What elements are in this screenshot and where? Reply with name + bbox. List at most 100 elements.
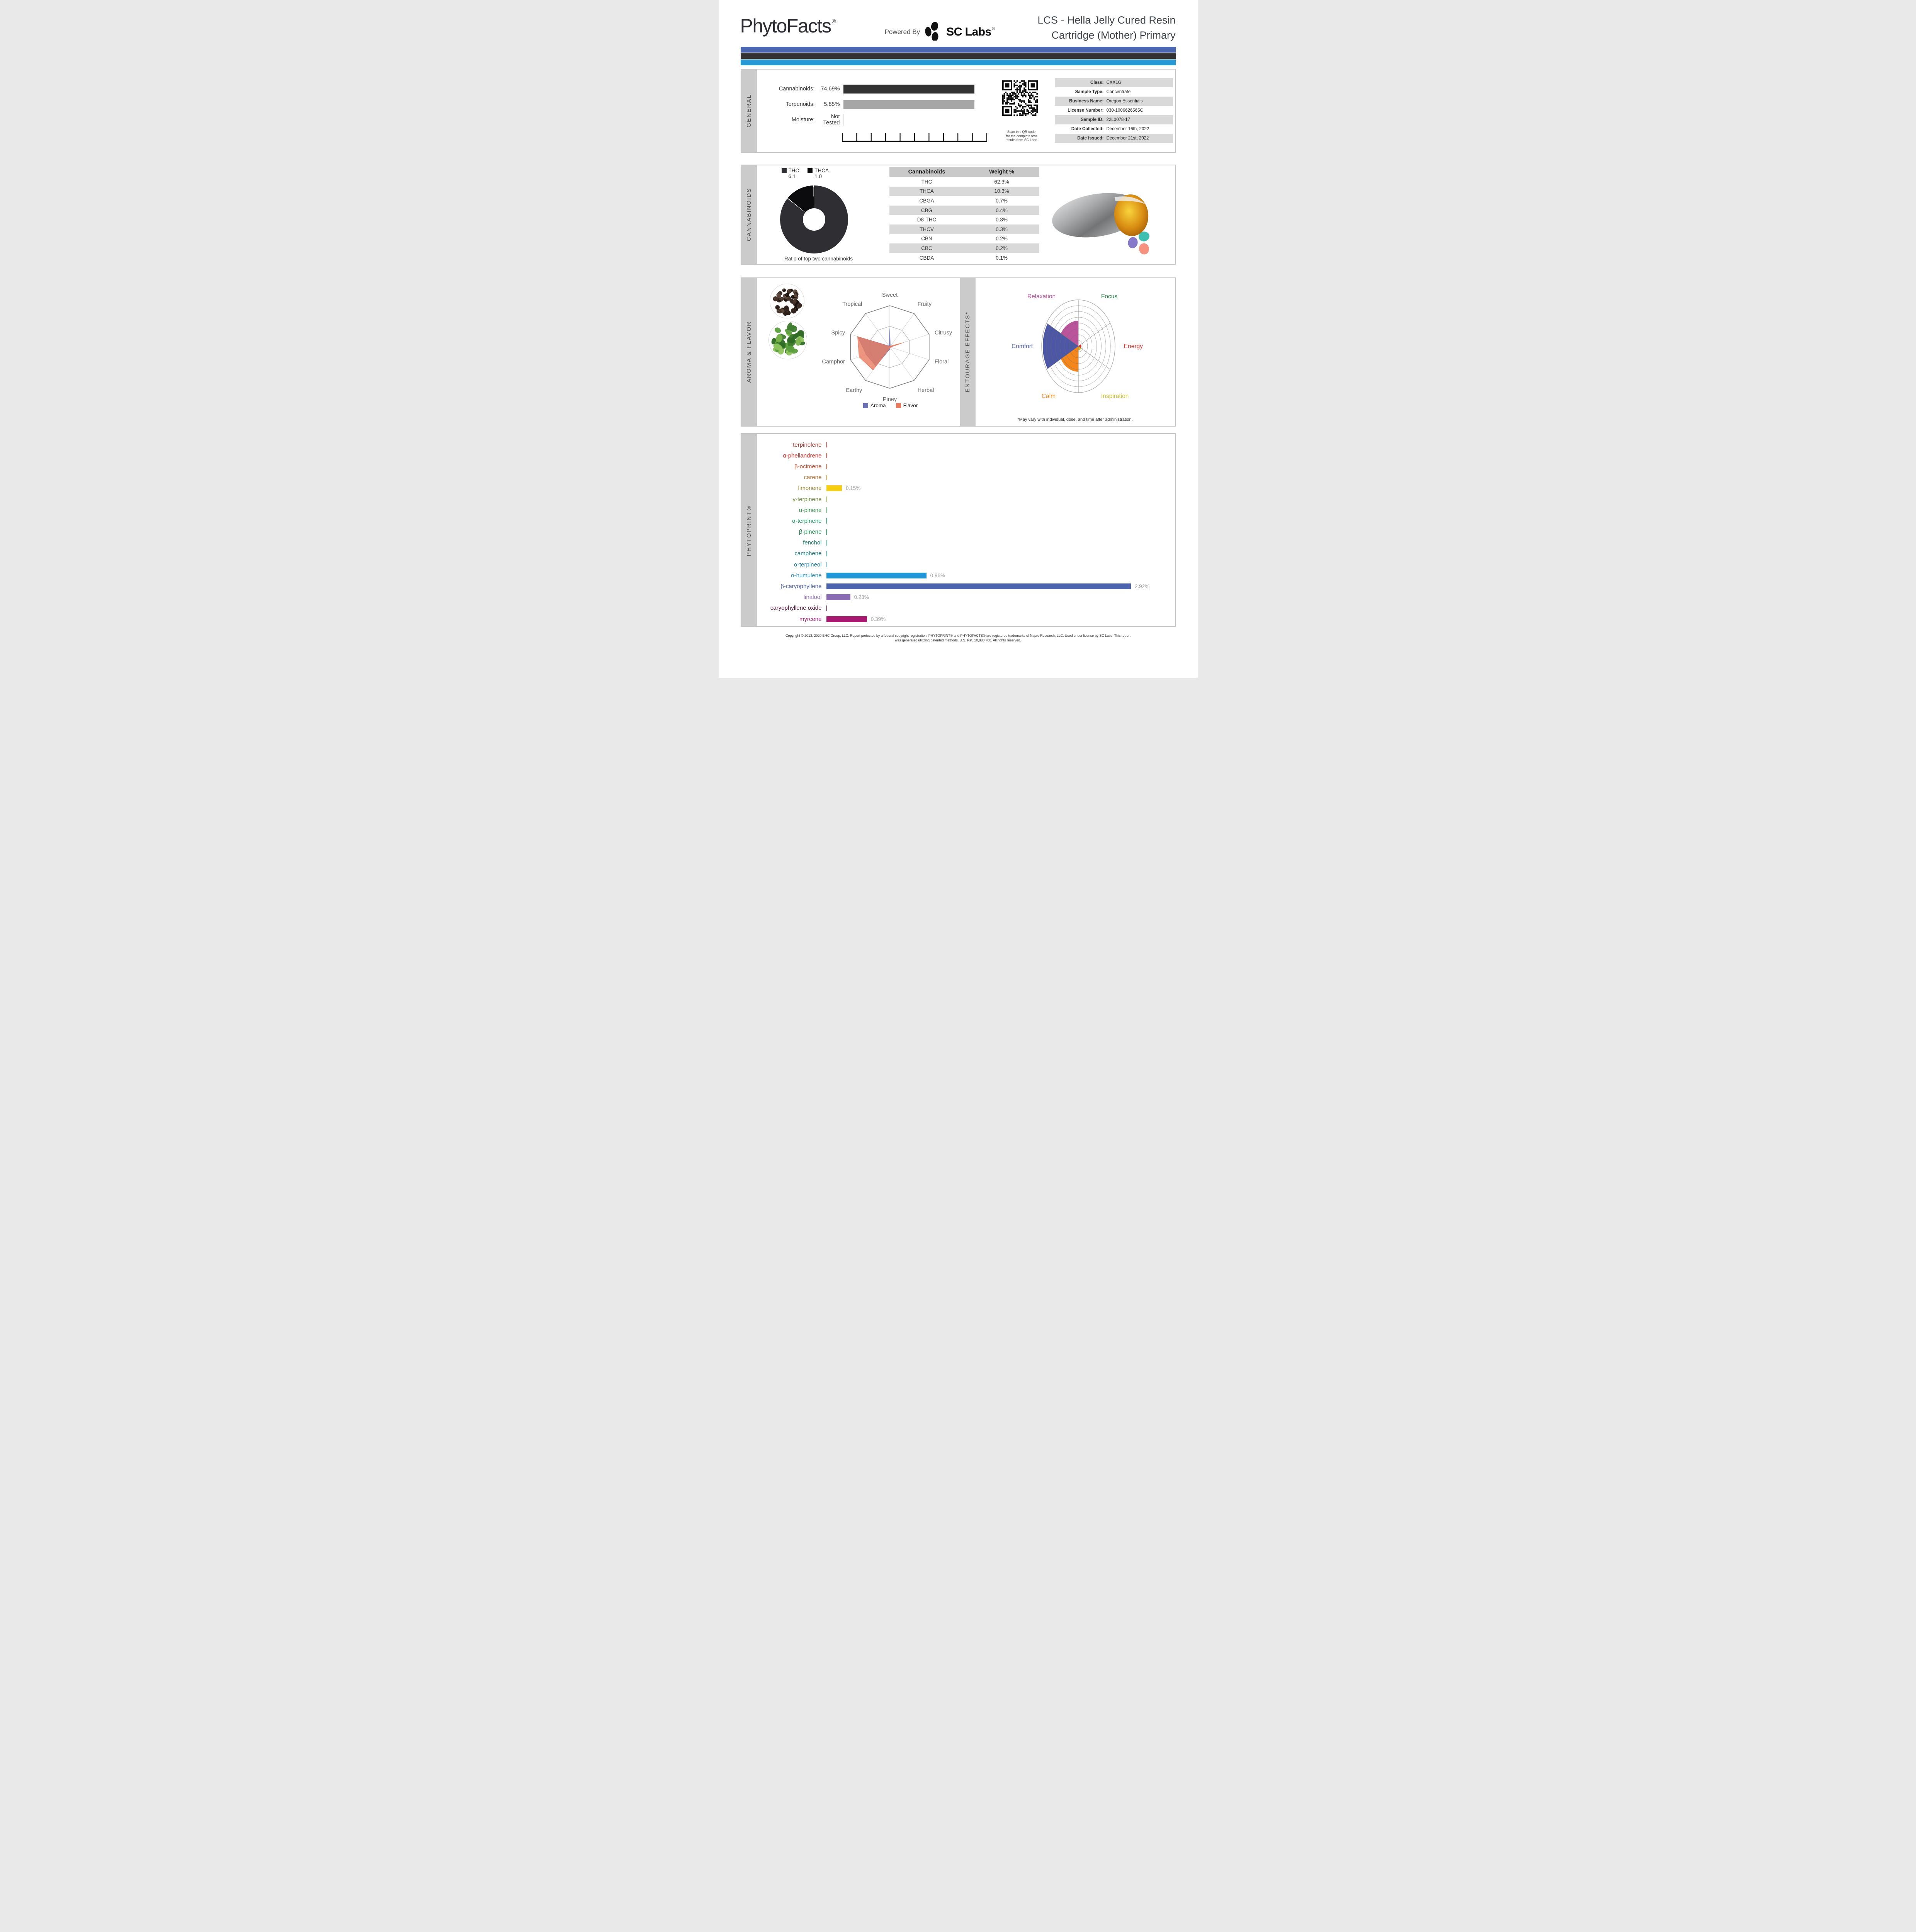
- general-row: Terpenoids: 5.85%: [761, 97, 1004, 112]
- info-value: December 21st, 2022: [1106, 136, 1149, 141]
- teal-dot: [1138, 231, 1149, 242]
- col-weight: Weight %: [989, 169, 1014, 175]
- salmon-dot: [1139, 243, 1149, 255]
- cannabinoid-row: D8-THC 0.3%: [889, 215, 1039, 224]
- terpene-row: caryophyllene oxide: [757, 603, 1175, 614]
- terpene-zero-tick: [826, 562, 827, 568]
- cannabinoid-weight: 0.1%: [996, 255, 1008, 261]
- terpene-value: 2.92%: [1134, 583, 1150, 590]
- info-value: CXX1G: [1106, 80, 1122, 85]
- info-value: 030-1006626565C: [1106, 108, 1143, 113]
- flavor-swatch: [896, 403, 901, 408]
- donut-legend-name: THC: [788, 168, 799, 173]
- terpene-label: β-caryophyllene: [780, 583, 822, 590]
- header-stripe-dark: [740, 53, 1176, 59]
- general-section: GENERAL Cannabinoids: 74.69% Terpenoids: 5.…: [740, 69, 1176, 153]
- brand-text: PhytoFacts: [740, 15, 832, 37]
- entourage-label: Inspiration: [1101, 393, 1129, 400]
- cannabinoid-weight: 0.2%: [996, 245, 1008, 251]
- donut-legend-value: 1.0: [814, 173, 822, 179]
- terpene-zero-tick: [826, 529, 827, 535]
- cannabinoids-section: CANNABINOIDS THC 6.1 THCA 1.0 Ratio of top …: [740, 165, 1176, 265]
- phytofacts-logo: PhytoFacts ®: [740, 15, 836, 37]
- cannabinoid-name: CBN: [921, 236, 932, 242]
- cannabinoid-name: D8-THC: [917, 217, 937, 223]
- cannabinoid-weight: 0.4%: [996, 207, 1008, 213]
- donut-legend-name: THCA: [814, 168, 829, 173]
- sclabs-pinwheel-icon: [924, 22, 942, 43]
- terpene-zero-tick: [826, 540, 827, 546]
- info-value: Concentrate: [1106, 90, 1131, 94]
- report-title: LCS - Hella Jelly Cured Resin Cartridge …: [1037, 13, 1175, 43]
- entourage-label: Comfort: [1012, 343, 1033, 350]
- terpene-row: linalool 0.23%: [757, 592, 1175, 603]
- general-section-label-bar: GENERAL: [741, 70, 757, 152]
- donut-hole: [802, 208, 825, 231]
- purple-dot: [1127, 237, 1138, 248]
- cannabinoid-row: CBC 0.2%: [889, 243, 1039, 253]
- cannabinoid-weight: 0.3%: [996, 226, 1008, 232]
- terpene-zero-tick: [826, 464, 827, 469]
- cannabinoid-name: CBG: [921, 207, 933, 213]
- terpene-label: β-pinene: [799, 529, 822, 536]
- info-value: 22L0078-17: [1106, 117, 1130, 122]
- cannabinoid-row: CBDA 0.1%: [889, 253, 1039, 263]
- info-row: Date Issued: December 21st, 2022: [1054, 134, 1173, 143]
- terpene-label: γ-terpinene: [792, 496, 822, 503]
- entourage-label: Energy: [1124, 343, 1142, 350]
- qr-caption-line: Scan this QR code: [1007, 130, 1036, 134]
- aroma-swatch: [863, 403, 868, 408]
- aroma-section-label-bar: AROMA & FLAVOR: [741, 278, 757, 426]
- footer: Copyright © 2013, 2020 BHC Group, LLC. R…: [741, 634, 1176, 643]
- cannabinoid-row: CBGA 0.7%: [889, 196, 1039, 206]
- terpene-zero-tick: [826, 605, 827, 611]
- registered-mark-icon: ®: [831, 18, 836, 25]
- terpene-row: myrcene 0.39%: [757, 614, 1175, 624]
- powered-by-block: Powered By SC Labs®: [885, 22, 995, 42]
- terpene-row: terpinolene: [757, 439, 1175, 450]
- cannabinoid-name: CBDA: [919, 255, 934, 261]
- radar-axis-label: Spicy: [831, 330, 845, 336]
- info-label: Class:: [1090, 80, 1104, 85]
- general-row-bar: [843, 100, 979, 109]
- entourage-footnote: *May vary with individual, dose, and tim…: [1017, 417, 1133, 422]
- aroma-section-label: AROMA & FLAVOR: [746, 321, 752, 383]
- qr-caption: Scan this QR code for the complete test re…: [991, 130, 1052, 142]
- calm-wedge: [1061, 346, 1078, 372]
- terpene-zero-tick: [826, 551, 827, 556]
- entourage-panel: Focus Energy Inspiration Calm Comfort Relaxat…: [975, 278, 1175, 426]
- col-cannabinoids: Cannabinoids: [908, 169, 945, 175]
- header-stripe-blue: [740, 47, 1176, 53]
- info-label: Date Issued:: [1077, 136, 1104, 141]
- general-content: Cannabinoids: 74.69% Terpenoids: 5.85% Moist…: [757, 70, 1175, 152]
- terpene-label: caryophyllene oxide: [770, 605, 822, 612]
- phytoprint-section: PHYTOPRINT® terpinolene α-phellandrene β-o…: [740, 433, 1176, 627]
- terpene-row: carene: [757, 472, 1175, 483]
- percentage-ruler: [842, 133, 987, 142]
- terpene-label: β-ocimene: [794, 463, 822, 470]
- entourage-polar-chart: Focus Energy Inspiration Calm Comfort Relaxat…: [1012, 293, 1143, 400]
- terpene-value: 0.96%: [930, 572, 945, 578]
- general-row-value: 5.85%: [824, 101, 840, 107]
- cannabinoid-table-body: THC 62.3% THCA 10.3% CBGA 0.7% CBG 0.4% D8-THC 0.…: [889, 177, 1039, 263]
- terpene-bar: [826, 485, 842, 492]
- terpene-label: carene: [804, 474, 822, 481]
- radar-axis-label: Tropical: [842, 301, 862, 307]
- sclabs-wordmark: SC Labs®: [946, 26, 995, 38]
- aroma-flavor-legend: Aroma Flavor: [833, 403, 949, 408]
- donut-caption: Ratio of top two cannabinoids: [784, 256, 853, 262]
- terpene-zero-tick: [826, 453, 827, 459]
- footer-line1: Copyright © 2013, 2020 BHC Group, LLC. R…: [785, 634, 1131, 638]
- phytoprint-section-label-bar: PHYTOPRINT®: [741, 434, 757, 626]
- radar-axis-label: Camphor: [822, 359, 845, 365]
- terpene-zero-tick: [826, 518, 827, 524]
- general-row-label: Cannabinoids:: [779, 86, 815, 92]
- entourage-section-label: ENTOURAGE EFFECTS*: [964, 311, 971, 393]
- relaxation-wedge: [1061, 321, 1078, 346]
- cannabinoid-name: THC: [921, 179, 932, 185]
- header-stripe-lightblue: [740, 60, 1176, 65]
- donut-legend-value: 6.1: [788, 173, 796, 179]
- general-row-value: Not Tested: [823, 114, 840, 126]
- cannabinoid-ratio-donut: [780, 185, 848, 253]
- cannabinoid-row: THCV 0.3%: [889, 224, 1039, 234]
